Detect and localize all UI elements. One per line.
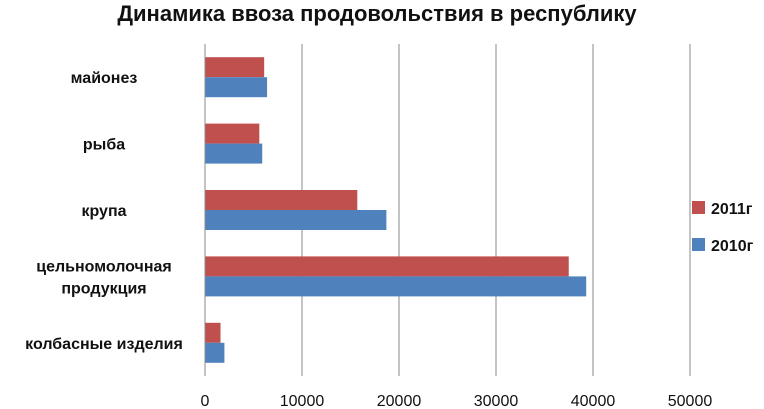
category-labels: майонез рыба крупа цельномолочная продукция к… (25, 70, 183, 353)
tick-label-10000: 10000 (280, 393, 325, 409)
bar-2010г-1 (205, 143, 263, 164)
tick-label-30000: 30000 (474, 393, 519, 409)
category-label-1: рыба (83, 137, 125, 154)
tick-label-20000: 20000 (377, 393, 422, 409)
grid-layer (301, 44, 691, 376)
legend-label-2011г: 2011г (711, 201, 753, 218)
tick-label-40000: 40000 (571, 393, 616, 409)
legend: 2011г 2010г (692, 201, 754, 255)
bar-2010г-3 (205, 276, 587, 297)
category-label-0: майонез (71, 70, 138, 87)
category-label-2: крупа (81, 203, 126, 220)
category-label-3: цельномолочная продукция (36, 258, 171, 297)
chart-title: Динамика ввоза продовольствия в республи… (117, 1, 637, 26)
bar-2011г-1 (205, 123, 260, 144)
bar-2010г-0 (205, 77, 268, 98)
tick-label-0: 0 (201, 393, 210, 409)
bar-2010г-2 (205, 210, 387, 230)
tick-labels: 0 10000 20000 30000 40000 50000 (201, 393, 713, 409)
category-label-4: колбасные изделия (25, 336, 183, 353)
bar-2011г-3 (205, 256, 569, 277)
bars-layer (205, 57, 587, 363)
bar-2011г-2 (205, 190, 358, 210)
legend-label-2010г: 2010г (711, 238, 754, 255)
tick-label-50000: 50000 (668, 393, 713, 409)
legend-swatch-2010г (692, 238, 705, 251)
legend-swatch-2011г (692, 201, 705, 214)
bar-2011г-4 (205, 322, 221, 343)
bar-2010г-4 (205, 342, 225, 363)
bar-2011г-0 (205, 57, 265, 78)
